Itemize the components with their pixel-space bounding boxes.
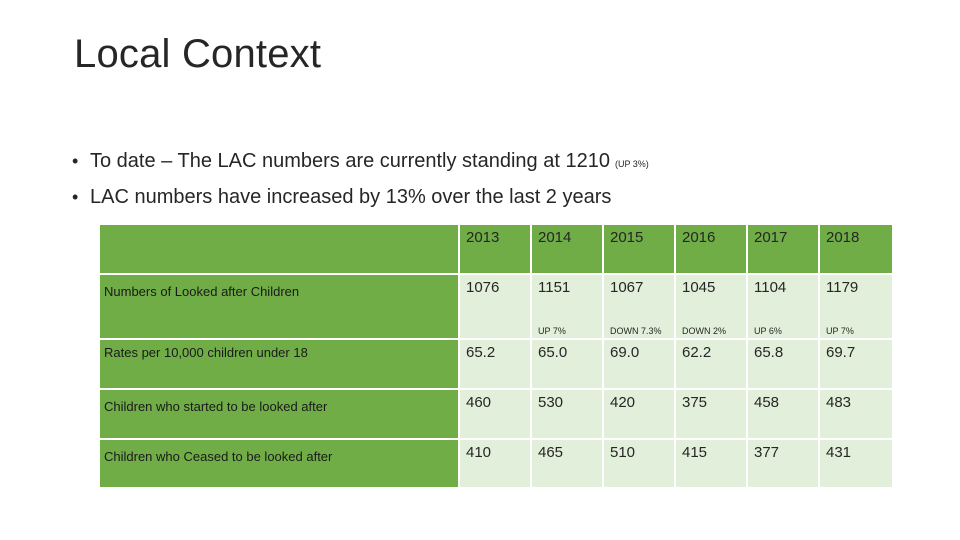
table-cell: 65.2 (460, 340, 532, 390)
bullet-text: To date – The LAC numbers are currently … (90, 150, 610, 172)
table-row: Children who Ceased to be looked after 4… (100, 440, 894, 489)
table-cell: 1076 (460, 275, 532, 340)
row-label: Rates per 10,000 children under 18 (100, 340, 460, 390)
change-note: UP 6% (754, 326, 782, 336)
table-cell: 1104 UP 6% (748, 275, 820, 340)
cell-value: 375 (682, 394, 708, 411)
table-cell: 377 (748, 440, 820, 489)
table-cell: 530 (532, 390, 604, 440)
cell-value: 69.0 (610, 344, 640, 361)
cell-value: 62.2 (682, 344, 712, 361)
table-cell: 375 (676, 390, 748, 440)
row-label: Children who Ceased to be looked after (100, 440, 460, 489)
cell-value: 1067 (610, 279, 644, 296)
table-cell: 460 (460, 390, 532, 440)
cell-value: 530 (538, 394, 564, 411)
table-cell: 458 (748, 390, 820, 440)
table-cell: 431 (820, 440, 894, 489)
cell-value: 410 (466, 444, 492, 461)
table-cell: 1067 DOWN 7.3% (604, 275, 676, 340)
bullet-item: • To date – The LAC numbers are currentl… (72, 150, 932, 186)
cell-value: 1104 (754, 279, 787, 296)
table-cell: 510 (604, 440, 676, 489)
table-cell: 62.2 (676, 340, 748, 390)
year-header: 2016 (676, 225, 748, 275)
year-header: 2015 (604, 225, 676, 275)
table-cell: 1151 UP 7% (532, 275, 604, 340)
change-note: UP 7% (538, 326, 566, 336)
table-cell: 1179 UP 7% (820, 275, 894, 340)
bullet-item: • LAC numbers have increased by 13% over… (72, 186, 932, 222)
change-note: UP 7% (826, 326, 854, 336)
cell-value: 510 (610, 444, 636, 461)
table-cell: 420 (604, 390, 676, 440)
cell-value: 1045 (682, 279, 716, 296)
bullet-note: (UP 3%) (614, 159, 649, 169)
cell-value: 458 (754, 394, 780, 411)
change-note: DOWN 7.3% (610, 326, 662, 336)
year-header: 2018 (820, 225, 894, 275)
cell-value: 65.0 (538, 344, 568, 361)
year-header: 2013 (460, 225, 532, 275)
table-row: Rates per 10,000 children under 18 65.2 … (100, 340, 894, 390)
cell-value: 415 (682, 444, 708, 461)
table-cell: 483 (820, 390, 894, 440)
cell-value: 431 (826, 444, 852, 461)
table-cell: 65.8 (748, 340, 820, 390)
bullet-dot-icon: • (72, 151, 79, 171)
year-header: 2014 (532, 225, 604, 275)
table-row: Children who started to be looked after … (100, 390, 894, 440)
cell-value: 69.7 (826, 344, 856, 361)
table-row: Numbers of Looked after Children 1076 11… (100, 275, 894, 340)
bullet-dot-icon: • (72, 187, 79, 207)
header-label-cell (100, 225, 460, 275)
cell-value: 65.2 (466, 344, 496, 361)
table-cell: 69.7 (820, 340, 894, 390)
table-header-row: 2013 2014 2015 2016 2017 2018 (100, 225, 894, 275)
cell-value: 1076 (466, 279, 500, 296)
bullet-list: • To date – The LAC numbers are currentl… (72, 150, 932, 222)
cell-value: 460 (466, 394, 492, 411)
table-cell: 1045 DOWN 2% (676, 275, 748, 340)
cell-value: 483 (826, 394, 852, 411)
row-label: Children who started to be looked after (100, 390, 460, 440)
bullet-text: LAC numbers have increased by 13% over t… (90, 186, 612, 208)
row-label-text: Rates per 10,000 children under 18 (104, 345, 308, 360)
table-cell: 410 (460, 440, 532, 489)
table-cell: 465 (532, 440, 604, 489)
lac-statistics-table: 2013 2014 2015 2016 2017 2018 Numbers of… (100, 225, 894, 489)
row-label: Numbers of Looked after Children (100, 275, 460, 340)
table-cell: 69.0 (604, 340, 676, 390)
cell-value: 1151 (538, 279, 571, 296)
cell-value: 1179 (826, 279, 859, 296)
cell-value: 377 (754, 444, 780, 461)
table-cell: 65.0 (532, 340, 604, 390)
cell-value: 420 (610, 394, 636, 411)
cell-value: 65.8 (754, 344, 784, 361)
cell-value: 465 (538, 444, 564, 461)
table-cell: 415 (676, 440, 748, 489)
slide-title: Local Context (74, 32, 322, 76)
change-note: DOWN 2% (682, 326, 727, 336)
year-header: 2017 (748, 225, 820, 275)
